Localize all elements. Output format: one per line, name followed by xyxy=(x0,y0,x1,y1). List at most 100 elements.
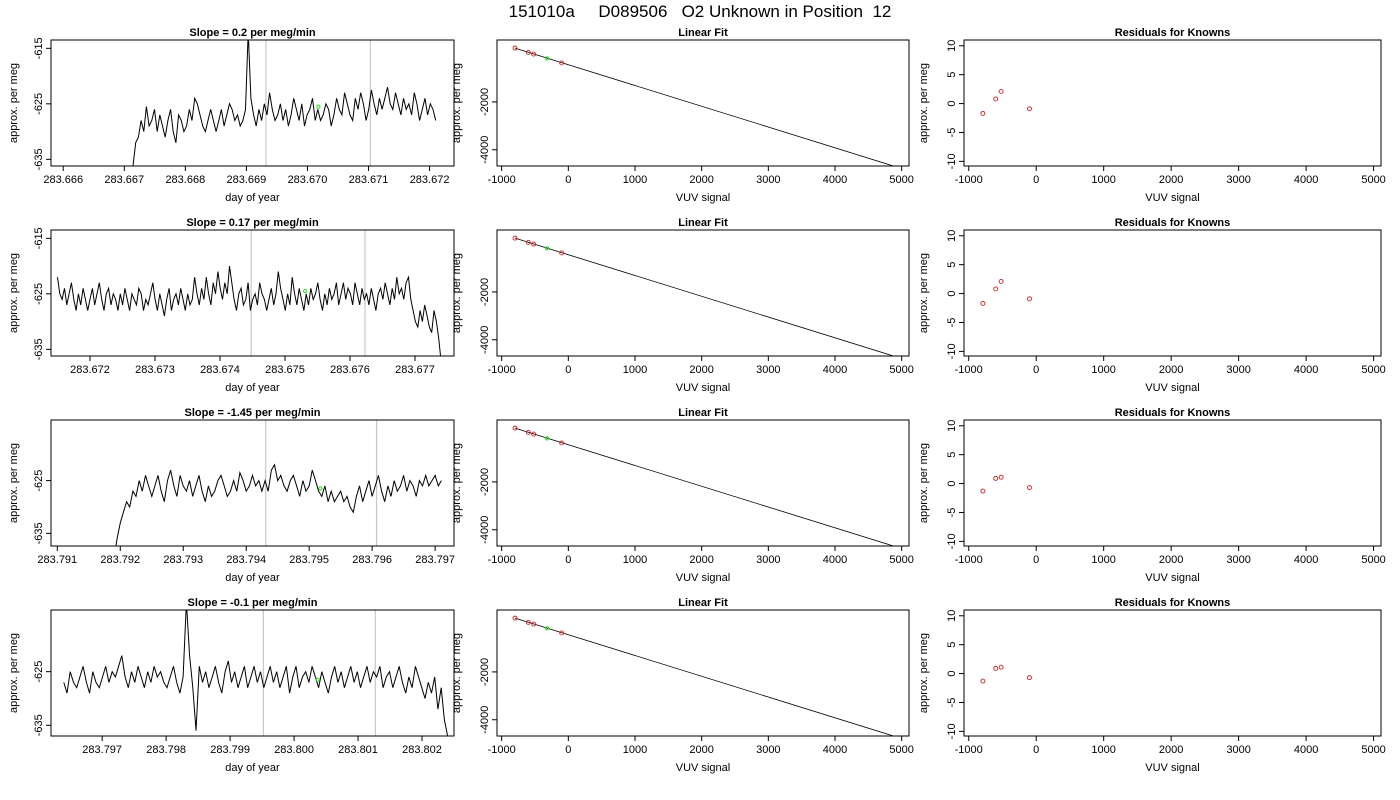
x-tick-label: 1000 xyxy=(1091,744,1115,756)
plot-area xyxy=(132,40,437,166)
known-point xyxy=(998,88,1004,94)
x-tick-label: 0 xyxy=(1033,364,1039,376)
y-tick-label: -10 xyxy=(946,343,958,359)
x-tick-label: 283.794 xyxy=(226,554,266,566)
x-tick-label: 283.798 xyxy=(146,744,186,756)
panel-title: Linear Fit xyxy=(678,27,728,39)
x-tick-label: -1000 xyxy=(955,744,983,756)
x-axis-label: VUV signal xyxy=(676,762,730,774)
panel-1-3: Residuals for Knowns -1000 0 1000 2000 3000 40… xyxy=(918,27,1386,204)
x-tick-label: 0 xyxy=(1033,174,1039,186)
x-axis-label: VUV signal xyxy=(676,382,730,394)
y-tick-label: -4000 xyxy=(479,326,491,354)
x-axis-label: day of year xyxy=(225,382,280,394)
y-axis-label: approx. per meg xyxy=(8,253,20,333)
unknown-point xyxy=(544,626,550,631)
plot-frame xyxy=(496,609,910,737)
x-tick-label: 1000 xyxy=(623,364,647,376)
x-tick-label: 3000 xyxy=(1226,364,1250,376)
y-axis-label: approx. per meg xyxy=(918,443,930,523)
x-tick-label: 5000 xyxy=(1361,744,1385,756)
x-tick-label: -1000 xyxy=(488,174,516,186)
panel-title: Slope = 0.2 per meg/min xyxy=(189,27,316,39)
y-tick-label: -5 xyxy=(946,508,958,518)
panel-title: Slope = -1.45 per meg/min xyxy=(184,407,320,419)
known-point xyxy=(525,49,531,55)
x-tick-label: 5000 xyxy=(1361,364,1385,376)
known-point xyxy=(559,440,565,446)
y-tick-label: -2000 xyxy=(479,88,491,116)
y-tick-label: 10 xyxy=(946,420,958,432)
y-tick-label: -625 xyxy=(33,661,45,683)
known-point xyxy=(998,664,1004,670)
panel-title: Slope = -0.1 per meg/min xyxy=(188,597,318,609)
y-tick-label: -635 xyxy=(33,714,45,736)
plot-frame xyxy=(496,229,910,357)
x-tick-label: 3000 xyxy=(756,364,780,376)
plot-area xyxy=(980,88,1032,116)
y-tick-label: 10 xyxy=(946,40,958,52)
y-axis-label: approx. per meg xyxy=(8,443,20,523)
panel-3-1: Slope = -1.45 per meg/min 283.791 283.792 2… xyxy=(8,407,455,584)
x-tick-label: 283.675 xyxy=(265,364,305,376)
x-axis-label: VUV signal xyxy=(1145,572,1199,584)
panel-title: Linear Fit xyxy=(678,597,728,609)
x-axis-label: day of year xyxy=(225,572,280,584)
x-tick-label: 0 xyxy=(1033,554,1039,566)
known-point xyxy=(993,665,999,671)
x-tick-label: 283.800 xyxy=(274,744,314,756)
plot-frame xyxy=(50,419,455,547)
panel-title: Linear Fit xyxy=(678,217,728,229)
panel-2-2: Linear Fit -1000 0 1000 2000 3000 4000 5000 -400… xyxy=(451,217,914,394)
y-tick-label: -4000 xyxy=(479,136,491,164)
x-axis-label: day of year xyxy=(225,762,280,774)
x-tick-label: 5000 xyxy=(889,744,913,756)
y-axis-label: approx. per meg xyxy=(451,63,463,143)
x-tick-label: 283.796 xyxy=(352,554,392,566)
x-tick-label: 2000 xyxy=(1159,174,1183,186)
known-point xyxy=(559,250,565,256)
y-axis-label: approx. per meg xyxy=(451,633,463,713)
x-tick-label: 2000 xyxy=(689,174,713,186)
panel-1-2: Linear Fit -1000 0 1000 2000 3000 4000 5000 -400… xyxy=(451,27,914,204)
y-axis-label: approx. per meg xyxy=(8,633,20,713)
x-tick-label: 4000 xyxy=(1294,554,1318,566)
panel-4-2: Linear Fit -1000 0 1000 2000 3000 4000 5000 -400… xyxy=(451,597,914,774)
y-tick-label: -635 xyxy=(33,338,45,360)
x-tick-label: 283.793 xyxy=(163,554,203,566)
x-tick-label: 1000 xyxy=(1091,174,1115,186)
x-tick-label: 283.671 xyxy=(349,174,389,186)
y-tick-label: -4000 xyxy=(479,516,491,544)
x-tick-label: 0 xyxy=(1033,744,1039,756)
plot-frame xyxy=(963,609,1382,737)
known-point xyxy=(512,45,518,51)
y-tick-label: 5 xyxy=(946,642,958,648)
plot-frame xyxy=(50,229,455,357)
x-tick-label: 1000 xyxy=(623,174,647,186)
y-tick-label: -5 xyxy=(946,318,958,328)
plot-area xyxy=(512,235,895,356)
x-tick-label: 5000 xyxy=(889,364,913,376)
x-tick-label: 283.792 xyxy=(100,554,140,566)
x-tick-label: 5000 xyxy=(889,554,913,566)
panel-title: Residuals for Knowns xyxy=(1115,407,1231,419)
y-tick-label: 10 xyxy=(946,610,958,622)
x-tick-label: 283.791 xyxy=(37,554,77,566)
unknown-point xyxy=(544,56,550,61)
y-tick-label: -2000 xyxy=(479,658,491,686)
x-tick-label: 283.673 xyxy=(135,364,175,376)
x-tick-label: 283.670 xyxy=(288,174,328,186)
unknown-point xyxy=(544,436,550,441)
y-tick-label: -10 xyxy=(946,533,958,549)
plot-area xyxy=(980,474,1032,494)
y-tick-label: -625 xyxy=(33,470,45,492)
x-axis-label: VUV signal xyxy=(1145,192,1199,204)
panel-title: Residuals for Knowns xyxy=(1115,597,1231,609)
known-point xyxy=(531,431,537,437)
x-tick-label: 283.667 xyxy=(104,174,144,186)
x-tick-label: 0 xyxy=(565,744,571,756)
fit-line xyxy=(514,47,895,166)
plot-area xyxy=(512,425,895,546)
x-tick-label: 2000 xyxy=(689,364,713,376)
